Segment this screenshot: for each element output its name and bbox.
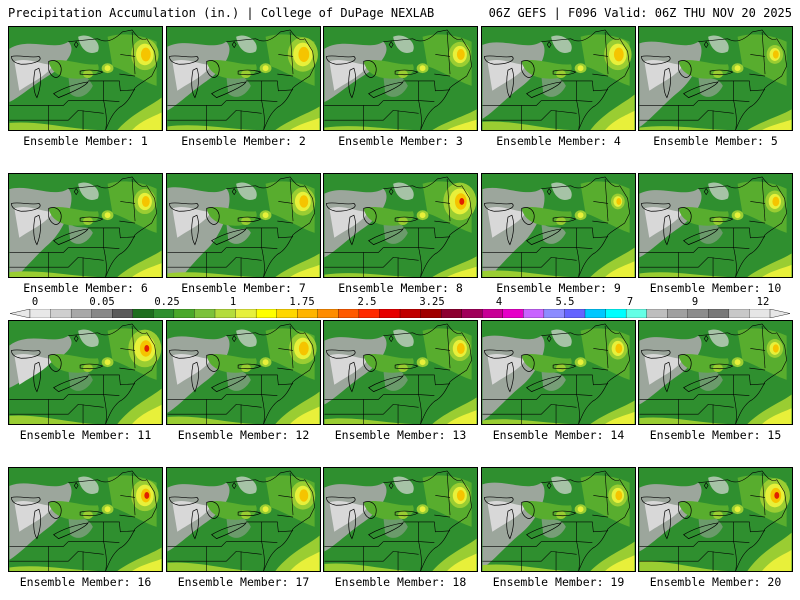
- ensemble-panel: Ensemble Member: 20: [638, 467, 793, 589]
- ensemble-panel: Ensemble Member: 11: [8, 320, 163, 442]
- precip-map: [323, 173, 478, 278]
- ensemble-panel: Ensemble Member: 5: [638, 26, 793, 148]
- panel-label: Ensemble Member: 12: [177, 428, 310, 442]
- ensemble-panel: Ensemble Member: 14: [481, 320, 636, 442]
- panel-label: Ensemble Member: 16: [19, 575, 152, 589]
- colorbar-tick-label: 1.75: [289, 296, 315, 308]
- ensemble-panel: Ensemble Member: 16: [8, 467, 163, 589]
- colorbar-tick-label: 12: [756, 296, 770, 308]
- precip-map: [166, 173, 321, 278]
- precip-map: [166, 320, 321, 425]
- precip-map: [8, 173, 163, 278]
- panel-label: Ensemble Member: 20: [649, 575, 782, 589]
- panel-label: Ensemble Member: 5: [653, 134, 778, 148]
- panel-label: Ensemble Member: 8: [338, 281, 463, 295]
- ensemble-panel: Ensemble Member: 3: [323, 26, 478, 148]
- ensemble-panel: Ensemble Member: 7: [166, 173, 321, 295]
- precip-map: [323, 26, 478, 131]
- precip-map: [166, 26, 321, 131]
- precip-map: [481, 467, 636, 572]
- panel-label: Ensemble Member: 15: [649, 428, 782, 442]
- panel-label: Ensemble Member: 13: [334, 428, 467, 442]
- title-right: 06Z GEFS | F096 Valid: 06Z THU NOV 20 20…: [488, 6, 792, 20]
- precip-map: [323, 467, 478, 572]
- precip-map: [8, 320, 163, 425]
- ensemble-panel: Ensemble Member: 13: [323, 320, 478, 442]
- panel-label: Ensemble Member: 14: [492, 428, 625, 442]
- ensemble-panel: Ensemble Member: 8: [323, 173, 478, 295]
- panel-label: Ensemble Member: 3: [338, 134, 463, 148]
- title-left: Precipitation Accumulation (in.) | Colle…: [8, 6, 435, 20]
- colorbar-tick-label: 7: [626, 296, 634, 308]
- ensemble-panel: Ensemble Member: 6: [8, 173, 163, 295]
- panel-label: Ensemble Member: 7: [181, 281, 306, 295]
- colorbar-tick-label: 1: [229, 296, 237, 308]
- panel-label: Ensemble Member: 11: [19, 428, 152, 442]
- precip-map: [323, 320, 478, 425]
- colorbar-tick-label: 9: [691, 296, 699, 308]
- ensemble-panel: Ensemble Member: 18: [323, 467, 478, 589]
- precip-map: [481, 173, 636, 278]
- precip-map: [638, 26, 793, 131]
- precip-map: [8, 467, 163, 572]
- colorbar: [10, 309, 790, 318]
- panel-label: Ensemble Member: 1: [23, 134, 148, 148]
- colorbar-tick-label: 5.5: [555, 296, 575, 308]
- ensemble-panel: Ensemble Member: 19: [481, 467, 636, 589]
- panel-label: Ensemble Member: 18: [334, 575, 467, 589]
- ensemble-panel: Ensemble Member: 10: [638, 173, 793, 295]
- ensemble-panel: Ensemble Member: 1: [8, 26, 163, 148]
- precip-map: [638, 173, 793, 278]
- precip-map: [481, 26, 636, 131]
- precip-map: [166, 467, 321, 572]
- precip-map: [481, 320, 636, 425]
- precip-map: [638, 320, 793, 425]
- panel-label: Ensemble Member: 19: [492, 575, 625, 589]
- panel-label: Ensemble Member: 9: [496, 281, 621, 295]
- panel-label: Ensemble Member: 4: [496, 134, 621, 148]
- ensemble-panel: Ensemble Member: 17: [166, 467, 321, 589]
- ensemble-panel: Ensemble Member: 4: [481, 26, 636, 148]
- panel-label: Ensemble Member: 2: [181, 134, 306, 148]
- colorbar-tick-label: 2.5: [357, 296, 377, 308]
- panel-label: Ensemble Member: 10: [649, 281, 782, 295]
- ensemble-panel: Ensemble Member: 15: [638, 320, 793, 442]
- header: Precipitation Accumulation (in.) | Colle…: [8, 6, 792, 22]
- panel-label: Ensemble Member: 6: [23, 281, 148, 295]
- ensemble-panel: Ensemble Member: 12: [166, 320, 321, 442]
- colorbar-tick-label: 0: [31, 296, 39, 308]
- colorbar-tick-label: 0.05: [89, 296, 115, 308]
- panel-label: Ensemble Member: 17: [177, 575, 310, 589]
- precip-map: [8, 26, 163, 131]
- precip-map: [638, 467, 793, 572]
- colorbar-labels: 0 0.05 0.25 1 1.75 2.5 3.25 4 5.5 7 9 12: [0, 296, 800, 310]
- colorbar-tick-label: 4: [495, 296, 503, 308]
- colorbar-tick-label: 3.25: [419, 296, 445, 308]
- ensemble-panel: Ensemble Member: 2: [166, 26, 321, 148]
- ensemble-panel: Ensemble Member: 9: [481, 173, 636, 295]
- colorbar-tick-label: 0.25: [154, 296, 180, 308]
